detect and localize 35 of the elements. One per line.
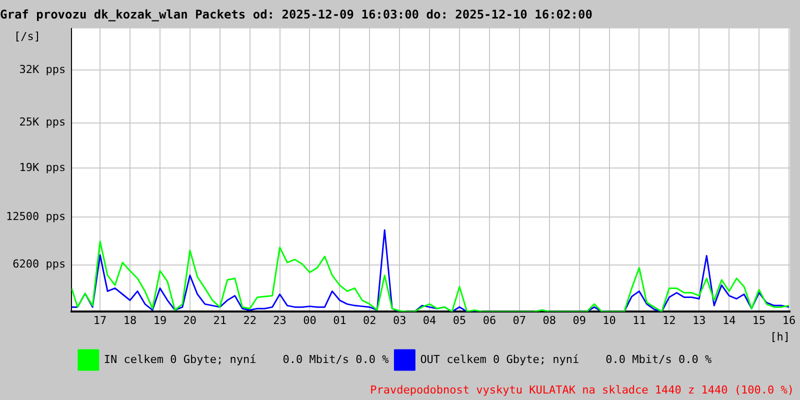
x-tick-label: 04 [422,314,437,328]
x-tick-label: 10 [602,314,616,328]
legend-label: OUT celkem 0 Gbyte; nyní 0.0 Mbit/s 0.0 % [420,352,712,366]
chart-title: Graf provozu dk_kozak_wlan Packets od: 2025-12-09 16:03:00 do: 2025-12-10 16:02:00 [0,7,592,22]
x-tick-label: 18 [123,314,137,328]
x-axis-title: [h] [770,330,790,344]
x-tick-label: 06 [482,314,496,328]
legend-label: IN celkem 0 Gbyte; nyní 0.0 Mbit/s 0.0 % [104,352,390,366]
x-tick-label: 17 [93,314,107,328]
text: Pravdepodobnost vyskytu KULATAK na skladce 1440 z 1440 (100.0 %) [370,383,794,396]
x-tick-label: 08 [542,314,556,328]
y-tick-label: 32K pps [19,62,66,76]
x-tick-label: 16 [782,314,796,328]
x-tick-label: 23 [273,314,286,328]
x-tick-label: 01 [333,314,346,328]
y-tick-label: 25K pps [19,116,66,129]
y-tick-label: 12500 pps [6,210,66,224]
x-tick-label: 20 [183,314,197,328]
x-tick-label: 21 [213,314,226,328]
y-axis-title: [/s] [14,30,40,43]
x-tick-label: 02 [363,314,376,328]
x-tick-label: 14 [722,314,736,328]
y-tick-label: 6200 pps [12,258,66,271]
x-tick-label: 09 [572,314,586,328]
x-tick-label: 12 [662,314,676,328]
x-tick-label: 15 [752,314,766,328]
y-tick-label: 19K pps [19,160,66,174]
x-tick-label: 22 [243,314,256,328]
x-tick-label: 11 [632,314,646,328]
x-tick-label: 03 [392,314,406,328]
x-tick-label: 19 [153,314,167,328]
x-tick-label: 07 [512,314,526,328]
x-tick-label: 00 [303,314,316,328]
x-tick-label: 13 [692,314,706,328]
x-tick-label: 05 [452,314,466,328]
